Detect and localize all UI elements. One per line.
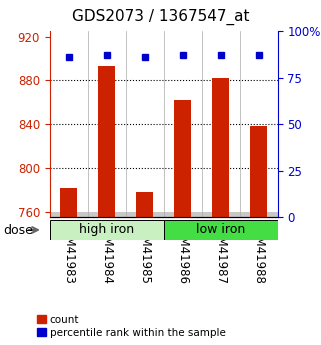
Text: high iron: high iron	[79, 224, 134, 236]
Bar	[164, 212, 202, 217]
Bar	[164, 220, 278, 240]
Bar	[136, 192, 153, 217]
Bar	[174, 100, 191, 217]
Text: low iron: low iron	[196, 224, 245, 236]
Bar	[250, 126, 267, 217]
Bar	[202, 212, 240, 217]
Bar	[212, 78, 229, 217]
Legend: count, percentile rank within the sample: count, percentile rank within the sample	[37, 315, 226, 338]
Text: GDS2073 / 1367547_at: GDS2073 / 1367547_at	[72, 9, 249, 25]
Bar	[240, 212, 278, 217]
Bar	[60, 188, 77, 217]
Bar	[50, 220, 164, 240]
Bar	[126, 212, 164, 217]
Text: dose: dose	[3, 224, 33, 237]
Bar	[88, 212, 126, 217]
Bar	[50, 212, 88, 217]
Bar	[98, 66, 115, 217]
